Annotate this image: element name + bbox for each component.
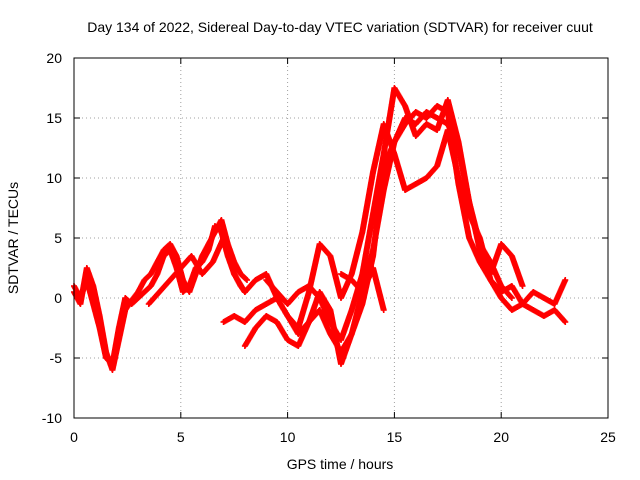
y-tick-label: 15 — [46, 110, 62, 126]
y-tick-label: 0 — [54, 290, 62, 306]
data-point — [348, 302, 365, 337]
data-point — [562, 277, 569, 283]
data-point — [380, 307, 387, 313]
x-tick-label: 25 — [600, 429, 616, 445]
data-point — [135, 278, 147, 295]
data-point — [273, 319, 290, 342]
data-point — [540, 295, 557, 307]
data-point — [295, 290, 312, 331]
data-point — [295, 320, 312, 349]
data-point — [83, 277, 96, 306]
data-point — [241, 326, 258, 349]
x-tick-label: 0 — [70, 429, 78, 445]
data-point — [218, 217, 231, 246]
y-axis-label: SDTVAR / TECUs — [5, 182, 21, 294]
data-point — [199, 259, 216, 277]
data-points — [71, 85, 569, 373]
x-tick-label: 10 — [280, 429, 296, 445]
data-point — [391, 151, 408, 192]
x-tick-label: 5 — [177, 429, 185, 445]
tick-labels: 0 5 10 15 20 25 -10 -5 0 5 10 15 20 — [42, 50, 616, 445]
data-point — [96, 325, 109, 360]
data-point — [316, 307, 333, 336]
y-tick-label: -10 — [42, 410, 62, 426]
chart-title: Day 134 of 2022, Sidereal Day-to-day VTE… — [87, 19, 593, 35]
data-point — [188, 253, 205, 276]
data-point — [530, 289, 546, 301]
data-point — [147, 272, 160, 289]
data-point — [186, 266, 199, 289]
x-tick-label: 20 — [493, 429, 509, 445]
x-tick-label: 15 — [387, 429, 403, 445]
data-point — [359, 170, 376, 235]
data-point — [316, 241, 333, 259]
x-axis-label: GPS time / hours — [287, 456, 394, 472]
y-tick-label: 20 — [46, 50, 62, 66]
data-point — [284, 337, 301, 349]
data-point — [220, 235, 237, 276]
y-tick-label: 10 — [46, 170, 62, 186]
data-point — [273, 295, 290, 318]
y-tick-label: -5 — [50, 350, 63, 366]
data-point — [237, 271, 250, 283]
data-point — [244, 277, 251, 283]
data-point — [154, 254, 167, 277]
y-tick-label: 5 — [54, 230, 62, 246]
data-point — [167, 247, 180, 270]
